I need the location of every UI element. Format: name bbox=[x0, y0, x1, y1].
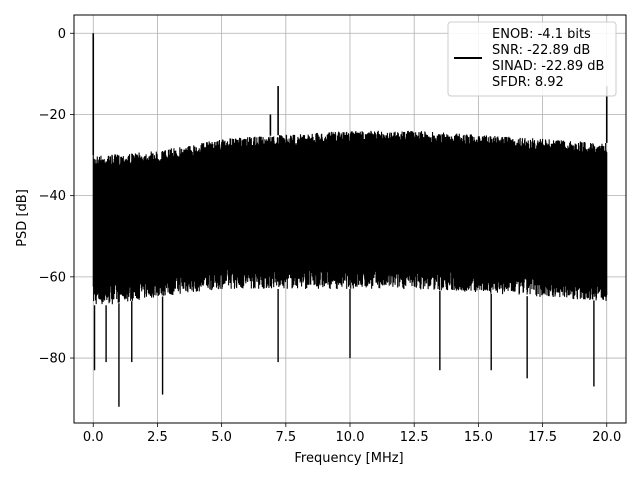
y-tick-label: 0 bbox=[58, 27, 66, 42]
y-axis-label: PSD [dB] bbox=[15, 189, 30, 247]
series-psd bbox=[92, 33, 608, 407]
y-axis: 0 −20 −40 −60 −80 bbox=[39, 27, 74, 367]
y-tick-label: −40 bbox=[39, 189, 66, 204]
legend-sinad: SINAD: -22.89 dB bbox=[492, 59, 604, 74]
y-tick-label: −60 bbox=[39, 270, 66, 285]
legend-box bbox=[447, 21, 617, 97]
legend-snr: SNR: -22.89 dB bbox=[492, 43, 590, 58]
x-tick-label: 0.0 bbox=[83, 430, 104, 445]
x-tick-label: 20.0 bbox=[592, 430, 621, 445]
y-tick-label: −80 bbox=[39, 352, 66, 367]
x-tick-label: 12.5 bbox=[400, 430, 429, 445]
x-tick-label: 7.5 bbox=[275, 430, 296, 445]
legend-sfdr: SFDR: 8.92 bbox=[492, 75, 564, 90]
x-axis: 0.0 2.5 5.0 7.5 10.0 12.5 15.0 17.5 20.0 bbox=[83, 423, 621, 445]
y-tick-label: −20 bbox=[39, 108, 66, 123]
x-tick-label: 2.5 bbox=[147, 430, 168, 445]
x-tick-label: 5.0 bbox=[211, 430, 232, 445]
series-line bbox=[92, 130, 608, 305]
x-tick-label: 15.0 bbox=[464, 430, 493, 445]
legend: ENOB: -4.1 bits SNR: -22.89 dB SINAD: -2… bbox=[447, 21, 617, 97]
x-axis-label: Frequency [MHz] bbox=[294, 451, 403, 466]
x-tick-label: 17.5 bbox=[528, 430, 557, 445]
x-tick-label: 10.0 bbox=[336, 430, 365, 445]
legend-enob: ENOB: -4.1 bits bbox=[492, 27, 591, 42]
